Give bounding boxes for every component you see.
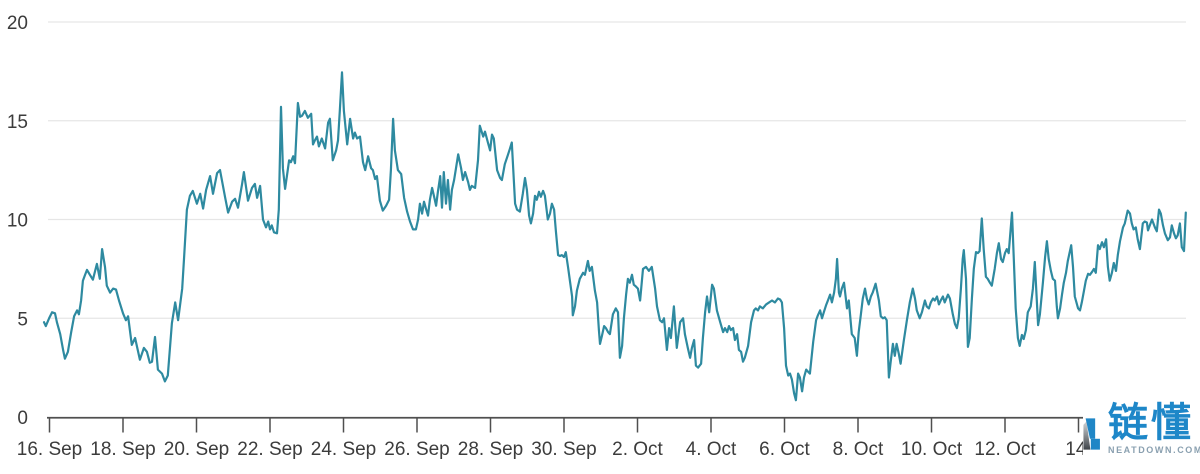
x-axis-label: 4. Oct: [686, 439, 737, 460]
y-axis-label: 5: [17, 309, 28, 330]
y-axis-label: 10: [7, 211, 28, 232]
x-axis-label: 28. Sep: [458, 439, 524, 460]
x-axis-label: 12. Oct: [974, 439, 1036, 460]
y-axis-label: 20: [7, 13, 28, 34]
x-axis-label: 18. Sep: [90, 439, 156, 460]
x-axis-label: 8. Oct: [833, 439, 884, 460]
x-axis-label: 20. Sep: [164, 439, 230, 460]
y-axis-label: 15: [7, 112, 28, 133]
watermark-domain: NEATDOWN.COM: [1107, 445, 1200, 455]
watermark-brand: 链懂: [1107, 400, 1194, 446]
x-axis-label: 22. Sep: [237, 439, 303, 460]
watermark-text: 链懂 NEATDOWN.COM: [1108, 403, 1200, 455]
x-axis-label: 2. Oct: [612, 439, 663, 460]
site-watermark: 链懂 NEATDOWN.COM: [1083, 394, 1200, 474]
x-axis-label: 26. Sep: [384, 439, 450, 460]
series-line: [42, 71, 1187, 402]
x-axis-label: 6. Oct: [759, 439, 810, 460]
x-axis-label: 10. Oct: [901, 439, 963, 460]
y-axis-label: 0: [17, 408, 28, 429]
x-axis-label: 16. Sep: [17, 439, 83, 460]
x-axis-label: 30. Sep: [531, 439, 597, 460]
neatdown-logo-icon: [1083, 418, 1100, 450]
x-axis-label: 24. Sep: [311, 439, 377, 460]
